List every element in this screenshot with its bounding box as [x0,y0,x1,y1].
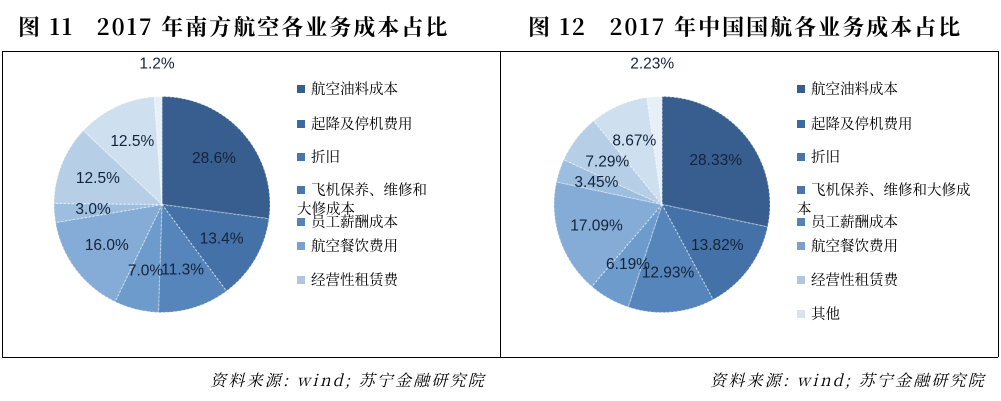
svg-text:7.0%: 7.0% [128,263,164,280]
svg-text:13.82%: 13.82% [691,237,744,254]
svg-text:6.19%: 6.19% [606,256,650,273]
svg-text:3.45%: 3.45% [574,174,618,191]
svg-text:7.29%: 7.29% [585,153,629,170]
svg-text:12.5%: 12.5% [76,170,120,187]
svg-text:28.6%: 28.6% [192,150,236,167]
svg-text:11.3%: 11.3% [161,262,204,279]
svg-text:16.0%: 16.0% [85,237,129,254]
svg-text:13.4%: 13.4% [200,231,244,248]
svg-text:28.33%: 28.33% [689,152,742,169]
svg-text:1.2%: 1.2% [139,55,175,72]
svg-text:12.5%: 12.5% [110,133,154,150]
svg-text:2.23%: 2.23% [630,55,674,72]
svg-text:17.09%: 17.09% [570,218,623,235]
svg-text:3.0%: 3.0% [75,201,111,218]
svg-text:8.67%: 8.67% [612,132,656,149]
